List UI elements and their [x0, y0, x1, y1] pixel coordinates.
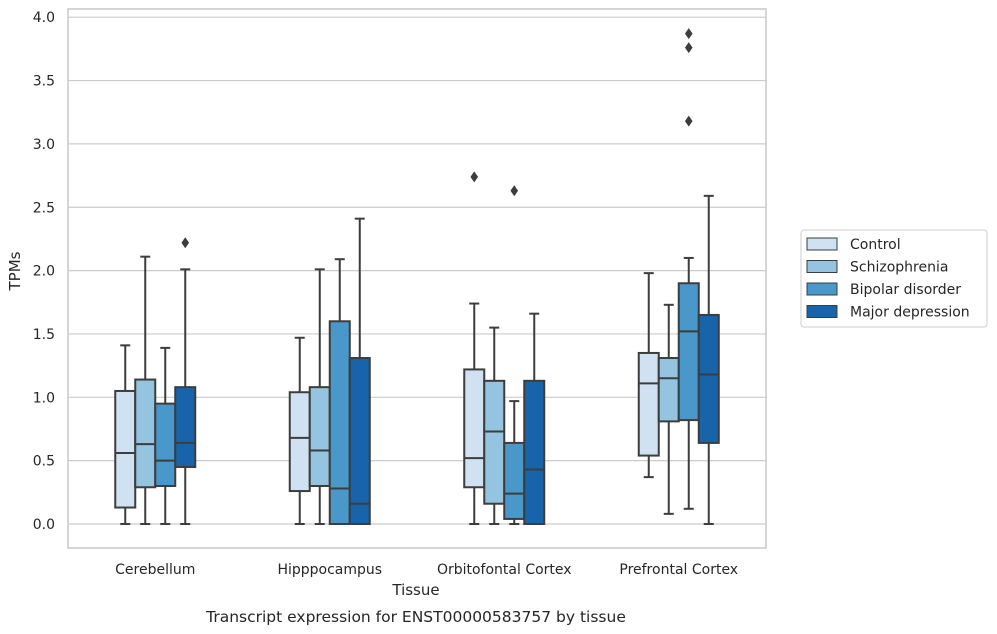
y-tick-label: 2.5 — [33, 200, 55, 216]
box-group — [523, 312, 546, 526]
y-axis-label: TPMs — [6, 251, 24, 291]
box-group — [328, 258, 351, 525]
legend-label: Major depression — [850, 305, 970, 321]
box — [677, 282, 700, 422]
outlier-point — [181, 237, 190, 249]
x-tick-label: Hipppocampus — [277, 562, 382, 578]
y-tick-label: 0.5 — [33, 454, 55, 470]
box — [503, 441, 526, 520]
outlier-point — [510, 185, 519, 197]
x-tick-label: Orbitofontal Cortex — [437, 562, 572, 578]
chart-caption: Transcript expression for ENST0000058375… — [205, 608, 626, 626]
box — [523, 379, 546, 526]
x-tick-labels: Cerebellum Hipppocampus Orbitofontal Corte… — [115, 562, 738, 578]
box-group — [288, 336, 311, 525]
box — [697, 313, 720, 444]
box — [174, 386, 197, 468]
box-group — [637, 272, 660, 479]
box — [154, 402, 177, 487]
legend: Control Schizophrenia Bipolar disorder Majo… — [800, 229, 988, 328]
outlier-point — [684, 42, 693, 54]
plot-frame — [67, 8, 767, 549]
y-tick-label: 1.0 — [33, 390, 55, 406]
legend-label: Control — [850, 237, 901, 253]
box — [288, 391, 311, 493]
box — [328, 320, 351, 525]
legend-swatch — [806, 305, 838, 318]
box-group — [308, 268, 331, 525]
y-tick-labels: 0.0 0.5 1.0 1.5 2.0 2.5 3.0 3.5 4.0 — [33, 10, 55, 533]
legend-frame — [800, 229, 988, 328]
outlier-point — [684, 28, 693, 40]
box-group — [483, 326, 506, 525]
y-tick-label: 4.0 — [33, 10, 55, 26]
box — [308, 386, 331, 487]
box — [463, 368, 486, 489]
legend-label: Bipolar disorder — [850, 282, 961, 298]
box-group — [697, 194, 720, 525]
box — [114, 389, 137, 509]
legend-items: Control Schizophrenia Bipolar disorder Majo… — [806, 237, 970, 321]
box — [637, 351, 660, 457]
y-tick-label: 3.0 — [33, 137, 55, 153]
box-group — [154, 346, 177, 525]
x-axis-label: Tissue — [391, 581, 439, 599]
box-group — [348, 217, 371, 526]
outlier-point — [684, 115, 693, 127]
box-group — [503, 185, 526, 525]
box-group — [657, 303, 680, 515]
x-tick-label: Prefrontal Cortex — [619, 562, 738, 578]
outlier-point — [470, 171, 479, 183]
box — [348, 357, 371, 526]
box-group — [174, 237, 197, 525]
y-tick-label: 3.5 — [33, 74, 55, 90]
y-tick-label: 0.0 — [33, 517, 55, 533]
box — [657, 357, 680, 423]
box-group — [134, 255, 157, 525]
box — [483, 379, 506, 505]
box — [134, 378, 157, 489]
legend-swatch — [806, 260, 838, 273]
box-group — [677, 28, 700, 510]
legend-swatch — [806, 282, 838, 296]
box-group — [114, 344, 137, 525]
box-group — [463, 171, 486, 525]
y-tick-label: 1.5 — [33, 327, 55, 343]
legend-swatch — [806, 237, 838, 251]
legend-label: Schizophrenia — [850, 260, 948, 276]
y-tick-label: 2.0 — [33, 264, 55, 280]
x-tick-label: Cerebellum — [115, 562, 195, 578]
box-layer — [114, 28, 720, 526]
